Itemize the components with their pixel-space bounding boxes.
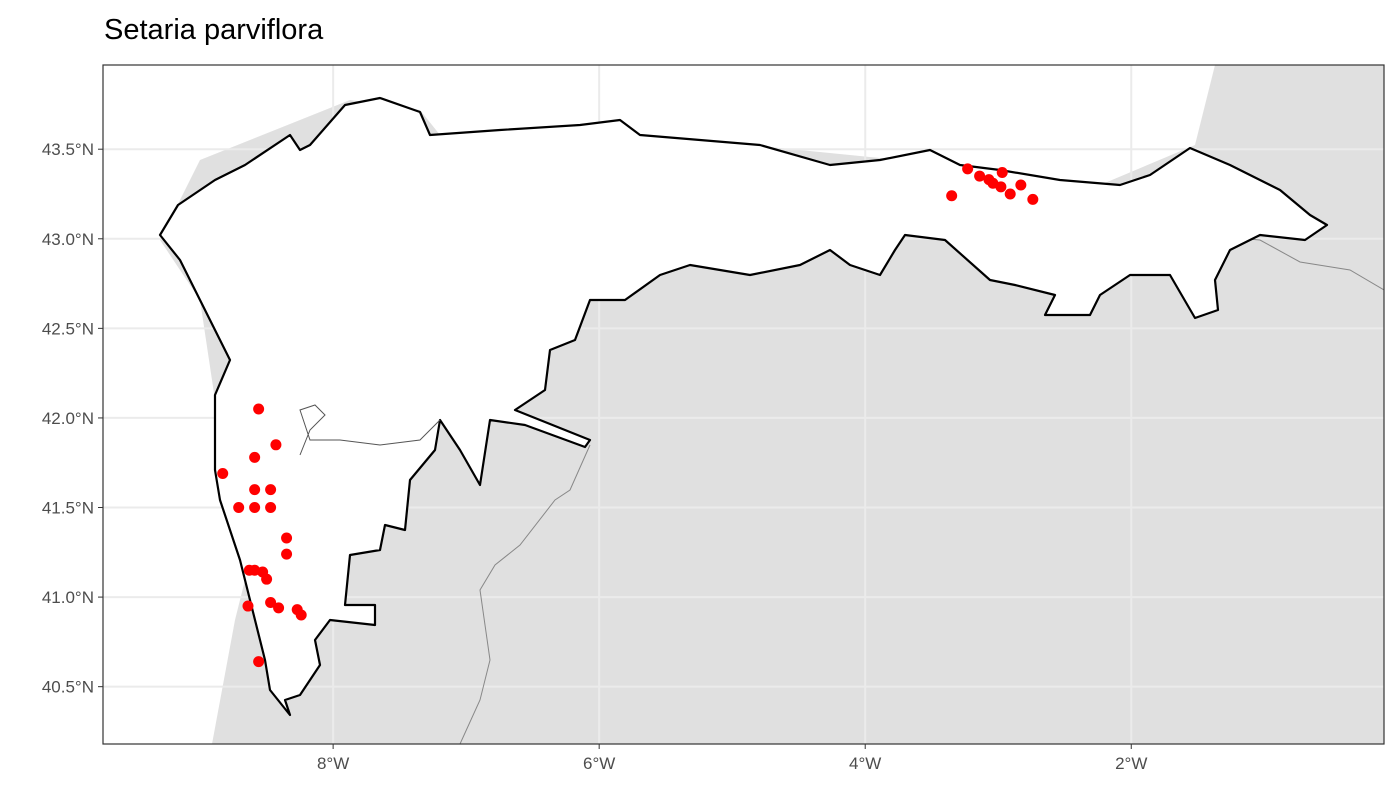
- y-axis: 43.5°N 43.0°N 42.5°N 42.0°N 41.5°N 41.0°N 40.5…: [42, 140, 103, 697]
- occurrence-point: [946, 190, 958, 202]
- occurrence-point: [265, 596, 277, 608]
- study-region: [158, 96, 1329, 717]
- x-tick-label: 8°W: [317, 754, 349, 773]
- y-tick-label: 43.5°N: [42, 140, 94, 159]
- border-line: [459, 444, 591, 744]
- y-tick-label: 40.5°N: [42, 678, 94, 697]
- occurrence-point: [281, 532, 293, 544]
- occurrence-point: [265, 484, 277, 496]
- occurrence-point: [281, 548, 293, 560]
- y-tick-label: 41.5°N: [42, 499, 94, 518]
- occurrence-point: [962, 163, 974, 175]
- x-axis: 8°W 6°W 4°W 2°W: [317, 744, 1147, 773]
- occurrence-point: [273, 602, 285, 614]
- occurrence-point: [217, 467, 229, 479]
- occurrence-point: [295, 609, 307, 621]
- occurrence-point: [249, 484, 261, 496]
- occurrence-point: [242, 600, 254, 612]
- occurrence-point: [253, 403, 265, 415]
- occurrence-point: [265, 502, 277, 514]
- occurrence-point: [1004, 188, 1016, 200]
- occurrence-point: [253, 656, 265, 668]
- occurrence-point: [270, 439, 282, 451]
- occurrence-points: [217, 163, 1039, 668]
- occurrence-point: [995, 181, 1007, 193]
- x-tick-label: 6°W: [583, 754, 615, 773]
- map-title: Setaria parviflora: [104, 14, 324, 46]
- x-tick-label: 4°W: [849, 754, 881, 773]
- occurrence-point: [249, 451, 261, 463]
- occurrence-point: [249, 502, 261, 514]
- occurrence-point: [1015, 179, 1027, 191]
- occurrence-point: [261, 573, 273, 585]
- x-tick-label: 2°W: [1115, 754, 1147, 773]
- panel-border: [102, 64, 1385, 745]
- y-tick-label: 42.0°N: [42, 409, 94, 428]
- occurrence-point: [233, 502, 245, 514]
- y-tick-label: 41.0°N: [42, 588, 94, 607]
- occurrence-point: [996, 166, 1008, 178]
- y-tick-label: 42.5°N: [42, 319, 94, 338]
- y-tick-label: 43.0°N: [42, 230, 94, 249]
- occurrence-point: [1027, 193, 1039, 205]
- occurrence-point: [974, 170, 986, 182]
- border-line: [299, 404, 441, 456]
